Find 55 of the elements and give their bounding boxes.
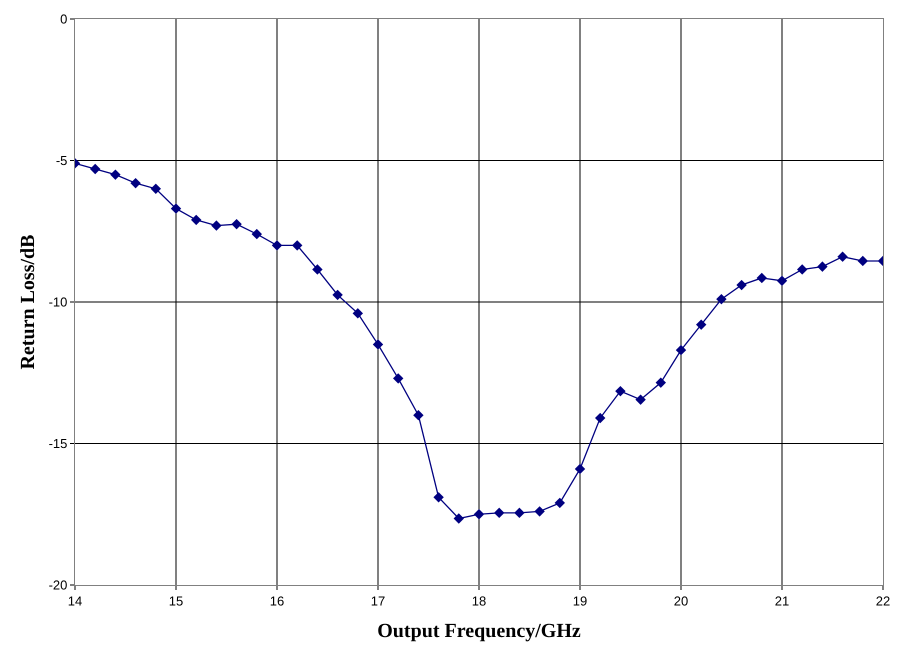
point [696, 319, 706, 330]
point [716, 294, 727, 304]
x-tick-label: 21 [774, 594, 790, 609]
point [292, 240, 302, 251]
point [312, 264, 323, 275]
point [817, 261, 828, 272]
x-tick-label: 19 [572, 594, 588, 609]
point [413, 410, 424, 420]
point [231, 218, 242, 230]
point [776, 276, 788, 286]
x-axis-title: Output Frequency/GHz [377, 620, 581, 642]
x-tick-label: 14 [68, 594, 82, 609]
point [170, 203, 182, 214]
point [90, 164, 100, 174]
point [756, 272, 767, 284]
point [574, 464, 586, 474]
point [393, 373, 404, 384]
point [494, 508, 504, 518]
point [736, 280, 747, 290]
point [656, 377, 666, 388]
point [150, 184, 161, 194]
point [252, 228, 262, 240]
x-tick-label: 15 [168, 594, 184, 609]
point [372, 339, 384, 350]
x-tick-label: 20 [674, 594, 688, 609]
point [837, 252, 848, 262]
point [635, 394, 646, 405]
x-tick-label: 17 [370, 594, 386, 609]
point [514, 508, 525, 518]
point [332, 290, 343, 300]
point [474, 509, 484, 520]
point [858, 256, 868, 266]
point [454, 513, 464, 524]
y-axis-title: Return Loss/dB [17, 234, 40, 370]
point [615, 386, 626, 396]
point [676, 344, 686, 356]
y-tick-label: -10 [48, 294, 68, 310]
point [554, 498, 565, 508]
point [191, 214, 202, 226]
point [110, 169, 121, 180]
point [595, 412, 606, 424]
point [211, 220, 222, 231]
y-tick-label: 0 [60, 12, 68, 27]
point [534, 506, 545, 517]
point [352, 308, 363, 319]
x-tick-label: 16 [270, 594, 284, 609]
point [130, 178, 141, 188]
y-tick-label: -15 [48, 436, 68, 452]
point [433, 492, 444, 502]
x-tick-label: 22 [876, 594, 890, 609]
point [797, 264, 808, 275]
point [272, 240, 282, 251]
y-tick-label: -5 [56, 153, 68, 168]
x-tick-label: 18 [472, 594, 486, 609]
y-tick-label: -20 [48, 578, 68, 593]
